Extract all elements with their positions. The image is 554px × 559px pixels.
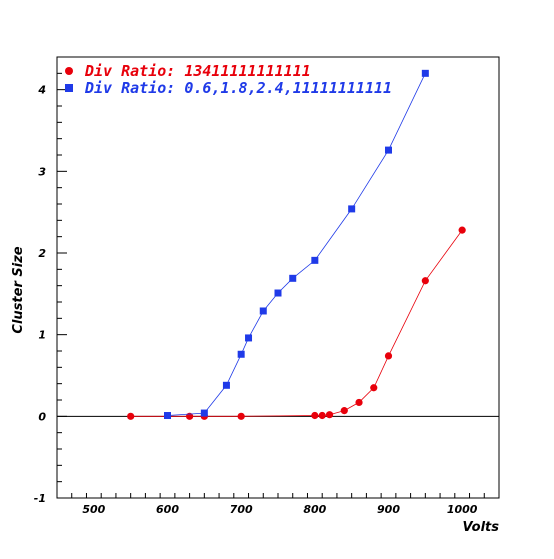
x-tick-label: 700	[230, 503, 253, 516]
data-point	[164, 412, 171, 420]
legend-label: Div Ratio: 13411111111111	[84, 62, 311, 80]
data-point	[259, 307, 267, 315]
y-tick-label: 2	[38, 247, 46, 260]
x-tick-label: 600	[156, 503, 179, 516]
data-point	[311, 256, 319, 264]
data-point	[127, 412, 135, 420]
data-point	[289, 274, 297, 282]
data-point	[274, 289, 282, 297]
data-point	[325, 411, 334, 419]
data-point	[421, 69, 429, 77]
data-point	[318, 411, 326, 420]
x-tick-label: 1000	[447, 503, 478, 516]
x-axis-title: Volts	[463, 520, 500, 535]
y-tick-label: 3	[38, 165, 46, 178]
legend-marker	[65, 67, 73, 75]
series-layer	[127, 69, 466, 420]
data-point	[311, 411, 319, 420]
y-tick-label: 0	[38, 410, 46, 423]
x-tick-label: 900	[377, 503, 400, 516]
y-tick-label: 4	[37, 84, 46, 97]
data-point	[385, 146, 392, 154]
data-point	[237, 412, 245, 420]
data-point	[458, 226, 466, 234]
data-point	[370, 384, 378, 392]
x-tick-label: 500	[82, 503, 105, 516]
y-tick-label: 1	[38, 329, 46, 342]
data-point	[340, 407, 348, 415]
legend-marker	[65, 84, 73, 92]
series-line	[167, 73, 426, 416]
y-axis-title: Cluster Size	[11, 246, 26, 333]
data-point	[421, 277, 429, 285]
y-tick-label: -1	[34, 492, 46, 505]
series-2	[164, 69, 429, 420]
data-point	[384, 352, 393, 360]
data-point	[200, 409, 208, 417]
data-point	[245, 334, 253, 342]
data-point	[237, 350, 245, 358]
data-point	[222, 381, 230, 389]
legend-label: Div Ratio: 0.6,1.8,2.4,11111111111	[84, 79, 392, 97]
x-tick-label: 800	[303, 503, 326, 516]
data-point	[355, 398, 363, 407]
data-point	[348, 205, 356, 213]
